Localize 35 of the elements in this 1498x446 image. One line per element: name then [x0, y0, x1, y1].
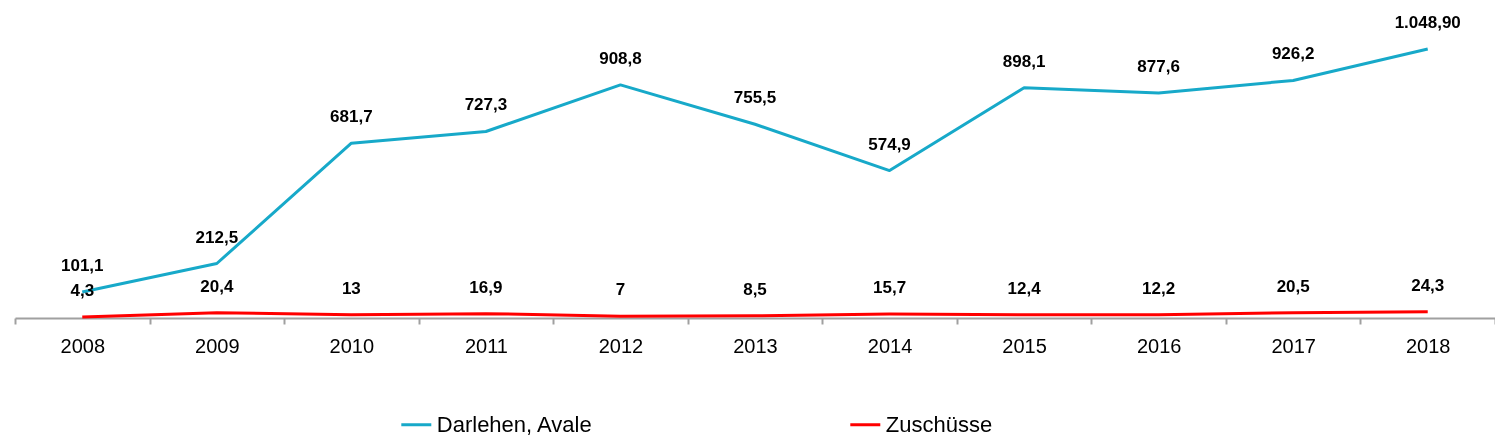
data-label: 1.048,90: [1394, 13, 1461, 32]
legend-label: Darlehen, Avale: [436, 411, 592, 437]
x-tick-label: 2009: [195, 334, 240, 357]
x-tick-label: 2012: [598, 334, 644, 357]
data-label: 755,5: [733, 88, 777, 108]
legend-label: Zuschüsse: [885, 411, 993, 437]
x-tick-label: 2014: [867, 334, 913, 357]
data-label: 574,9: [868, 134, 911, 154]
data-label: 13: [341, 278, 361, 298]
data-label: 24,3: [1411, 275, 1445, 295]
x-tick-label: 2010: [329, 334, 375, 357]
data-label: 101,1: [61, 256, 104, 276]
data-label: 20,5: [1276, 276, 1310, 296]
data-label: 16,9: [469, 277, 503, 297]
x-tick-label: 2013: [733, 334, 778, 357]
x-tick-label: 2015: [1002, 334, 1047, 357]
x-tick-label: 2018: [1405, 334, 1451, 357]
x-tick-label: 2011: [464, 334, 508, 357]
data-label: 7: [615, 280, 626, 300]
data-label: 908,8: [599, 48, 642, 68]
x-tick-label: 2016: [1136, 334, 1182, 357]
data-label: 20,4: [200, 276, 234, 296]
data-label: 8,5: [743, 279, 767, 299]
data-label: 15,7: [873, 277, 907, 297]
data-label: 898,1: [1002, 51, 1046, 71]
data-label: 4,3: [70, 280, 95, 300]
data-label: 926,2: [1271, 44, 1315, 64]
data-label: 727,3: [464, 95, 508, 115]
x-tick-label: 2017: [1271, 334, 1316, 357]
data-label: 681,7: [330, 107, 373, 127]
data-label: 877,6: [1137, 56, 1180, 76]
x-tick-label: 2008: [60, 334, 106, 357]
data-label: 12,2: [1142, 278, 1176, 298]
data-label: 212,5: [195, 227, 239, 247]
data-label: 12,4: [1007, 278, 1042, 298]
